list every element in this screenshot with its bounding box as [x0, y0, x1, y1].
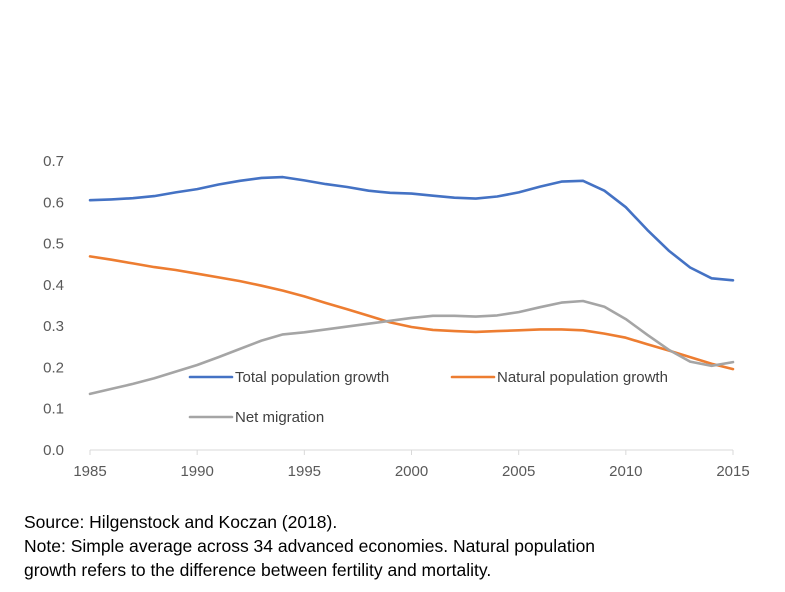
x-tick-label: 2000	[395, 463, 428, 480]
legend-label-total-population-growth: Total population growth	[235, 369, 389, 386]
series-lines	[88, 175, 735, 396]
legend: Total population growth Natural populatio…	[188, 369, 668, 426]
x-axis-ticks	[89, 450, 734, 455]
x-tick-label: 2005	[502, 463, 535, 480]
y-tick-label: 0.6	[43, 194, 64, 211]
series-line-total-population-growth	[88, 175, 735, 282]
x-tick-label: 1985	[73, 463, 106, 480]
x-axis-tick-labels: 1985 1990 1995 2000 2005 2010 2015	[73, 463, 749, 480]
note-line-2: growth refers to the difference between …	[24, 560, 492, 580]
series-line-natural-population-growth	[88, 255, 735, 371]
chart-notes: Source: Hilgenstock and Koczan (2018). N…	[24, 510, 774, 582]
line-chart: 0.0 0.1 0.2 0.3 0.4 0.5 0.6 0.7 1985 1990 1995 200…	[43, 153, 750, 480]
y-tick-label: 0.4	[43, 277, 64, 294]
y-tick-label: 0.2	[43, 359, 64, 376]
y-tick-label: 0.7	[43, 153, 64, 170]
legend-label-natural-population-growth: Natural population growth	[497, 369, 668, 386]
x-tick-label: 1990	[180, 463, 213, 480]
y-axis-tick-labels: 0.0 0.1 0.2 0.3 0.4 0.5 0.6 0.7	[43, 153, 64, 459]
y-tick-label: 0.0	[43, 442, 64, 459]
x-tick-label: 1995	[288, 463, 321, 480]
source-note: Source: Hilgenstock and Koczan (2018).	[24, 512, 338, 532]
y-tick-label: 0.1	[43, 401, 64, 418]
x-tick-label: 2010	[609, 463, 642, 480]
note-line-1: Note: Simple average across 34 advanced …	[24, 536, 596, 556]
legend-label-net-migration: Net migration	[235, 409, 324, 426]
series-line-net-migration	[88, 299, 735, 396]
y-tick-label: 0.3	[43, 318, 64, 335]
x-tick-label: 2015	[716, 463, 749, 480]
y-tick-label: 0.5	[43, 236, 64, 253]
